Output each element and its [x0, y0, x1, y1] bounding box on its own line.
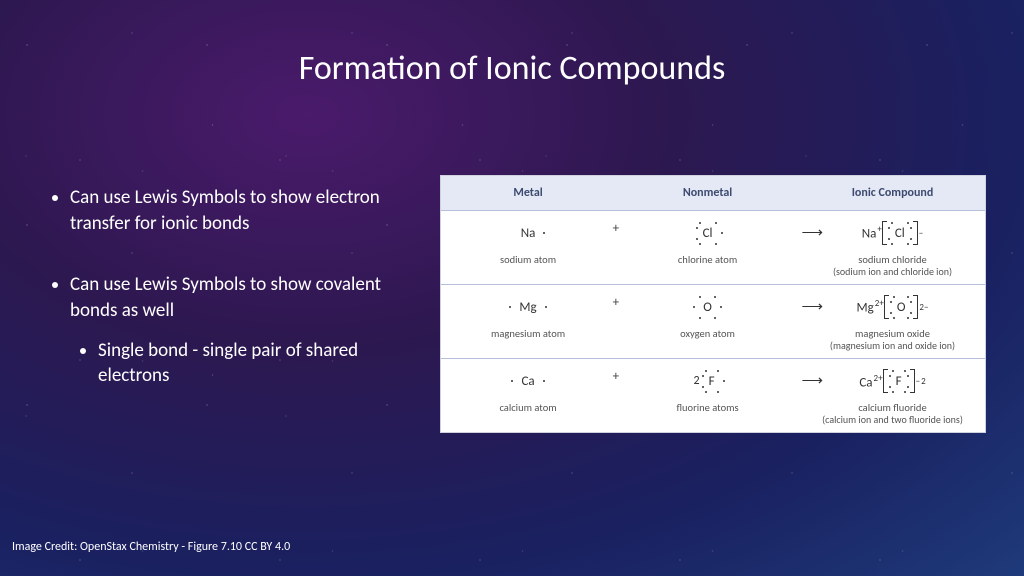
cell-compound: Mg2+ O2− magnesium oxide (magnesium ion … [800, 285, 985, 358]
label-magnesium-oxide-sub: (magnesium ion and oxide ion) [804, 340, 981, 352]
label-calcium-atom: calcium atom [445, 401, 611, 414]
symbol-cl: Cl [703, 226, 713, 241]
cell-metal: Ca calcium atom + [441, 359, 615, 432]
ionic-compound-table: Metal Nonmetal Ionic Compound Na sodium … [440, 175, 986, 433]
symbol-f: F [709, 374, 715, 389]
bracket-cl-ion: Cl [882, 221, 918, 245]
label-calcium-fluoride-sub: (calcium ion and two fluoride ions) [804, 414, 981, 426]
cell-compound: Ca2+ F−2 calcium fluoride (calcium ion a… [800, 359, 985, 432]
label-oxygen-atom: oxygen atom [619, 327, 796, 340]
col-header-metal: Metal [441, 176, 615, 210]
cell-metal: Na sodium atom + [441, 211, 615, 284]
col-header-compound: Ionic Compound [800, 176, 985, 210]
bullet-2-text: Can use Lewis Symbols to show covalent b… [70, 273, 381, 322]
table-row: Na sodium atom + Cl chlorine atom ⟶ Na+ … [441, 211, 985, 285]
cell-compound: Na+ Cl− sodium chloride (sodium ion and … [800, 211, 985, 284]
bracket-o-ion: O [884, 295, 919, 319]
ion-ca: Ca2+ [859, 374, 882, 389]
bullet-2: Can use Lewis Symbols to show covalent b… [70, 272, 428, 389]
label-magnesium-atom: magnesium atom [445, 327, 611, 340]
table-header: Metal Nonmetal Ionic Compound [441, 176, 985, 211]
symbol-o: O [703, 300, 712, 315]
symbol-ca: Ca [521, 374, 534, 389]
label-chlorine-atom: chlorine atom [619, 253, 796, 266]
label-sodium-atom: sodium atom [445, 253, 611, 266]
table-row: Mg magnesium atom + O oxygen atom ⟶ Mg2+… [441, 285, 985, 359]
cell-nonmetal: O oxygen atom ⟶ [615, 285, 800, 358]
cell-metal: Mg magnesium atom + [441, 285, 615, 358]
coeff-2: 2 [694, 375, 700, 387]
col-header-nonmetal: Nonmetal [615, 176, 800, 210]
cell-nonmetal: Cl chlorine atom ⟶ [615, 211, 800, 284]
slide-title: Formation of Ionic Compounds [0, 48, 1024, 89]
symbol-mg: Mg [519, 300, 536, 315]
ion-na: Na+ [862, 225, 882, 240]
ion-mg: Mg2+ [857, 299, 884, 314]
label-fluorine-atoms: fluorine atoms [619, 401, 796, 414]
symbol-na: Na [521, 226, 536, 241]
bullet-1: Can use Lewis Symbols to show electron t… [70, 185, 428, 236]
table-row: Ca calcium atom + 2F fluorine atoms ⟶ Ca… [441, 359, 985, 432]
bullet-list: Can use Lewis Symbols to show electron t… [48, 185, 428, 425]
bullet-2-1: Single bond - single pair of shared elec… [98, 338, 428, 389]
image-credit: Image Credit: OpenStax Chemistry - Figur… [12, 540, 290, 554]
bracket-f-ion: F [883, 369, 915, 393]
label-sodium-chloride-sub: (sodium ion and chloride ion) [804, 266, 981, 278]
cell-nonmetal: 2F fluorine atoms ⟶ [615, 359, 800, 432]
